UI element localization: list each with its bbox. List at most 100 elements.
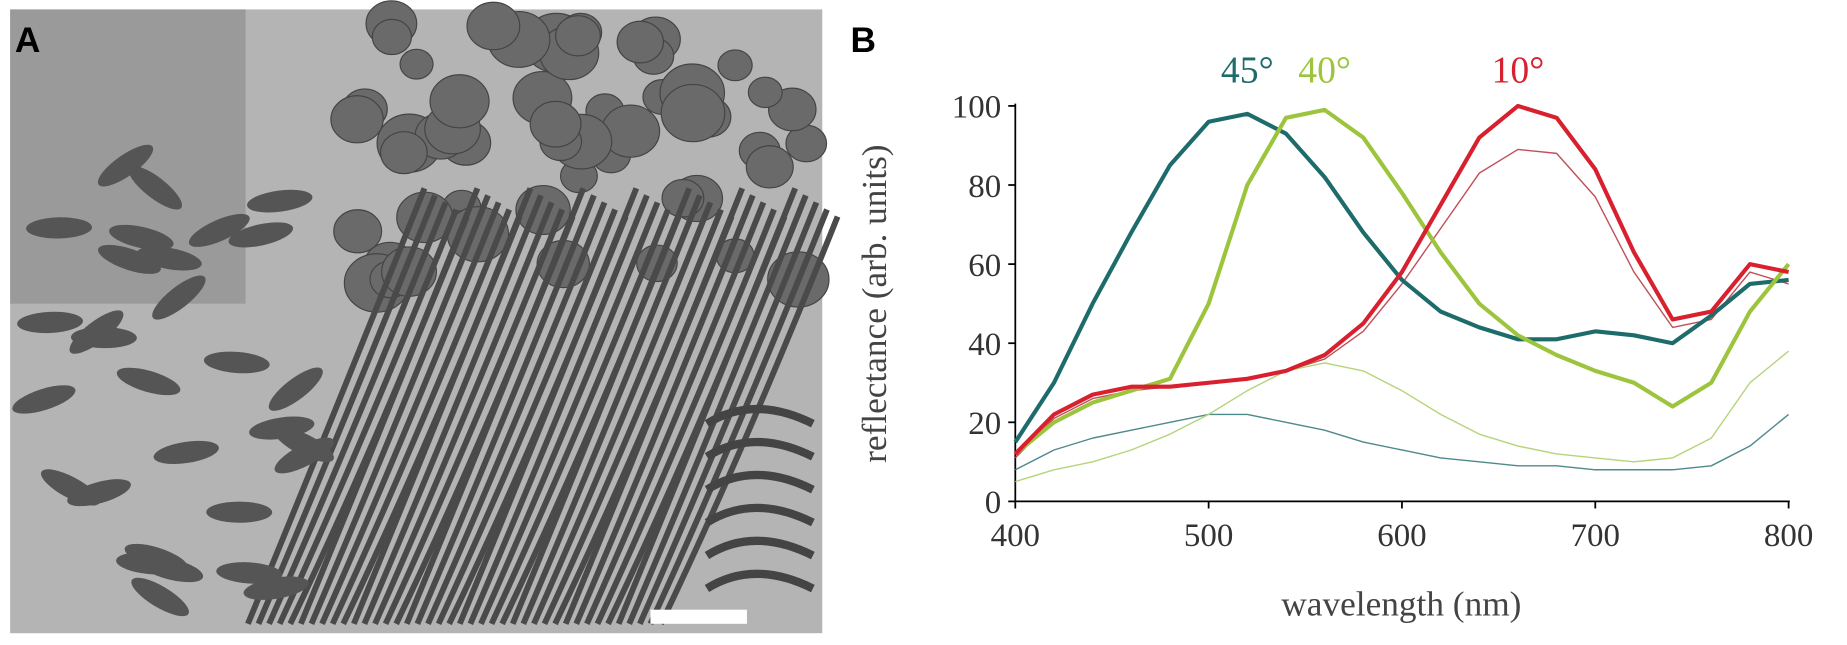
lamella [541, 208, 724, 626]
y-tick-label: 0 [985, 485, 1001, 521]
lamella [308, 194, 491, 625]
panel-label: A [15, 21, 41, 60]
micrograph-texture [10, 0, 841, 626]
lamella [404, 187, 587, 625]
whorl [704, 437, 815, 461]
organelle [268, 367, 323, 411]
lamella [457, 187, 640, 625]
y-axis-label: reflectance (arb. units) [855, 144, 894, 462]
series-line [1013, 111, 1789, 444]
y-tick-label: 80 [968, 169, 1001, 205]
granule [747, 76, 783, 109]
lamella [255, 194, 438, 625]
granule [717, 49, 753, 82]
lamella [478, 201, 661, 626]
granule [616, 20, 664, 64]
lamella [329, 208, 512, 626]
organelle [40, 469, 100, 506]
lamella [562, 187, 745, 625]
lamella [573, 194, 756, 625]
organelle [128, 165, 183, 210]
series-line [1014, 148, 1789, 459]
granule [529, 100, 582, 148]
x-tick-label: 500 [1184, 518, 1233, 554]
x-tick-label: 400 [991, 518, 1040, 554]
whorl [704, 405, 815, 428]
granule [429, 74, 490, 129]
legend-label: 45° [1221, 49, 1274, 91]
series-line [1014, 413, 1790, 471]
organelle [131, 577, 189, 617]
organelle [228, 222, 294, 248]
lamella [531, 201, 714, 626]
organelle [98, 244, 161, 274]
organelle [206, 501, 273, 523]
organelle [216, 562, 283, 584]
scale-bar [650, 609, 747, 624]
organelle [203, 351, 270, 374]
lamella [658, 215, 841, 626]
lamella [319, 201, 502, 626]
granule [371, 18, 413, 56]
organelle [109, 224, 174, 251]
y-tick-label: 20 [968, 406, 1001, 442]
x-tick-label: 600 [1377, 518, 1426, 554]
x-tick-label: 800 [1764, 518, 1813, 554]
organelle [69, 310, 124, 354]
lamella [584, 201, 767, 626]
lamella [510, 187, 693, 625]
organelle [97, 144, 154, 187]
panel-label: B [851, 21, 876, 60]
organelle [188, 213, 250, 247]
organelle [249, 416, 315, 440]
lamella [637, 201, 820, 626]
lamella [277, 208, 459, 626]
lamella [351, 187, 534, 625]
organelle [26, 217, 93, 239]
lamella [594, 208, 777, 626]
lamella [647, 208, 830, 626]
granule [379, 131, 428, 175]
lamella [488, 208, 671, 626]
organelle [17, 311, 83, 334]
organelle [116, 367, 181, 396]
whorl [704, 470, 815, 494]
series-line [1015, 350, 1790, 483]
granule [330, 95, 384, 144]
y-tick-label: 100 [952, 90, 1001, 126]
organelle [153, 440, 219, 465]
y-tick-label: 40 [968, 327, 1001, 363]
lamella [382, 208, 565, 626]
legend-label: 40° [1298, 49, 1351, 91]
organelle [247, 189, 313, 213]
lamella [520, 194, 703, 625]
granule [745, 145, 794, 189]
whorl [704, 569, 815, 593]
lamella [361, 194, 544, 625]
organelle [136, 246, 202, 271]
lamella [467, 194, 650, 625]
granule [399, 48, 434, 80]
lamella [435, 208, 618, 626]
lamella [298, 187, 481, 625]
x-axis-label: wavelength (nm) [1281, 585, 1521, 624]
lamella [372, 201, 555, 626]
y-tick-label: 60 [968, 248, 1001, 284]
lamella [266, 201, 449, 626]
granule [660, 83, 726, 143]
granule [555, 15, 601, 57]
organelle [12, 385, 76, 414]
series-line [1013, 103, 1790, 456]
granule [466, 1, 521, 51]
legend-label: 10° [1492, 49, 1545, 91]
lamella [414, 194, 597, 625]
organelle [116, 552, 182, 575]
lamella [425, 201, 608, 626]
organelle [152, 275, 206, 320]
organelle [274, 437, 334, 474]
whorl [704, 503, 815, 527]
granule [333, 209, 383, 254]
lamella [615, 187, 798, 625]
